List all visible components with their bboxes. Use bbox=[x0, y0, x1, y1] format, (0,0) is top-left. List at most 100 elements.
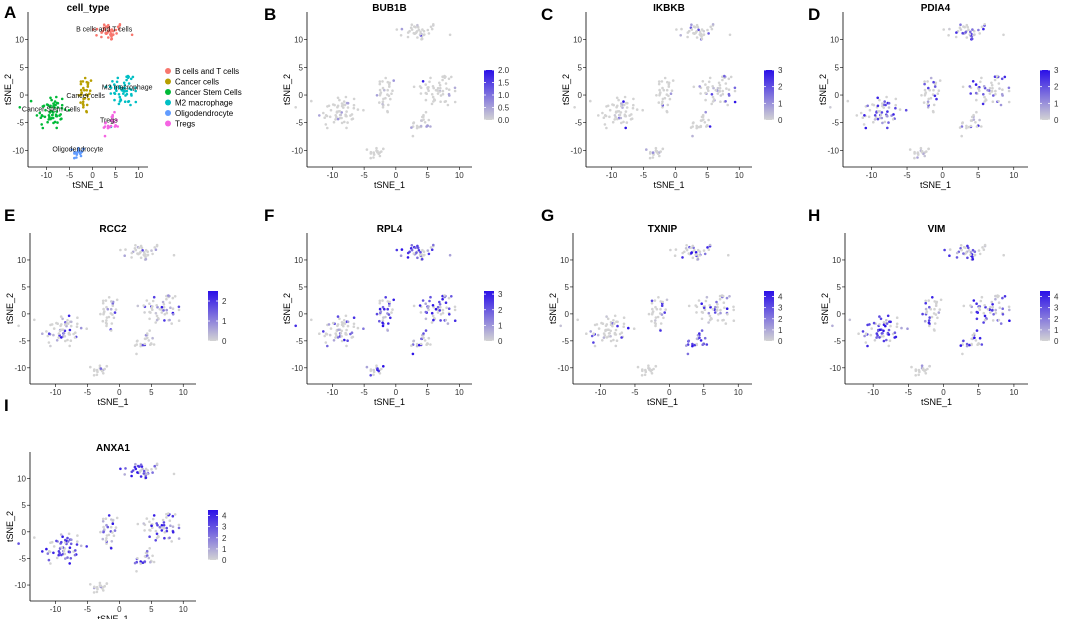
data-point bbox=[1001, 296, 1004, 300]
data-point bbox=[690, 28, 694, 31]
data-point bbox=[384, 96, 387, 100]
data-point bbox=[966, 25, 969, 29]
x-tick-label: -5 bbox=[84, 605, 92, 614]
data-point bbox=[369, 374, 373, 377]
data-point bbox=[352, 106, 356, 110]
y-tick-label: 0 bbox=[837, 310, 842, 319]
y-axis-label: tSNE_2 bbox=[282, 74, 292, 105]
data-point bbox=[78, 149, 81, 153]
data-point bbox=[153, 464, 156, 468]
data-point bbox=[155, 314, 159, 318]
data-point bbox=[155, 532, 159, 536]
data-point bbox=[453, 89, 457, 93]
data-point bbox=[379, 310, 383, 313]
data-point bbox=[663, 96, 667, 100]
data-point bbox=[324, 332, 328, 336]
data-point bbox=[695, 124, 698, 128]
data-point bbox=[74, 549, 77, 552]
y-tick-label: -5 bbox=[575, 119, 583, 128]
data-point bbox=[378, 372, 382, 375]
data-point bbox=[79, 326, 83, 330]
data-point bbox=[152, 343, 156, 346]
data-point bbox=[141, 467, 144, 471]
data-point bbox=[1003, 295, 1007, 298]
data-point bbox=[412, 339, 416, 343]
data-point bbox=[419, 30, 422, 34]
data-point bbox=[880, 335, 883, 338]
data-point bbox=[927, 319, 931, 322]
data-point bbox=[148, 302, 151, 306]
data-point bbox=[658, 154, 661, 158]
data-point bbox=[920, 149, 924, 153]
data-point bbox=[651, 307, 654, 311]
data-point bbox=[177, 526, 181, 530]
data-point bbox=[705, 295, 709, 299]
data-point bbox=[44, 108, 47, 112]
y-tick-label: 0 bbox=[299, 310, 304, 319]
data-point bbox=[725, 87, 728, 90]
data-point bbox=[602, 116, 606, 119]
data-point bbox=[966, 256, 969, 260]
data-point bbox=[612, 322, 616, 325]
x-tick-label: 10 bbox=[735, 171, 744, 180]
data-point bbox=[346, 320, 350, 324]
data-point bbox=[66, 536, 69, 540]
data-point bbox=[49, 104, 52, 108]
data-point bbox=[866, 104, 869, 108]
data-point bbox=[622, 100, 625, 103]
data-point bbox=[95, 27, 99, 31]
data-point bbox=[651, 156, 655, 159]
data-point bbox=[392, 79, 396, 82]
data-point bbox=[79, 154, 83, 158]
data-point bbox=[103, 28, 106, 31]
data-point bbox=[959, 23, 962, 27]
data-point bbox=[18, 106, 22, 109]
data-point bbox=[422, 254, 426, 257]
x-tick-label: -5 bbox=[84, 388, 92, 397]
data-point bbox=[417, 28, 421, 32]
points bbox=[294, 243, 457, 377]
y-tick-label: -10 bbox=[291, 364, 303, 373]
data-point bbox=[415, 251, 418, 254]
data-point bbox=[323, 334, 327, 338]
data-point bbox=[114, 526, 118, 529]
data-point bbox=[926, 367, 929, 371]
data-point bbox=[334, 114, 338, 117]
data-point bbox=[63, 108, 67, 111]
data-point bbox=[95, 590, 99, 594]
data-point bbox=[167, 512, 170, 515]
data-point bbox=[88, 92, 91, 95]
data-point bbox=[372, 156, 375, 159]
points bbox=[18, 23, 138, 160]
data-point bbox=[1001, 307, 1004, 311]
data-point bbox=[111, 304, 115, 308]
data-point bbox=[447, 77, 451, 81]
y-tick-label: 5 bbox=[835, 63, 840, 72]
data-point bbox=[954, 35, 958, 39]
y-tick-label: -5 bbox=[19, 337, 27, 346]
data-point bbox=[109, 124, 113, 128]
data-point bbox=[145, 517, 149, 520]
data-point bbox=[123, 90, 126, 93]
data-point bbox=[318, 332, 321, 336]
data-point bbox=[980, 295, 984, 299]
data-point bbox=[453, 308, 457, 312]
data-point bbox=[411, 352, 415, 356]
data-point bbox=[76, 534, 79, 537]
colorbar-tick-label: 1 bbox=[498, 321, 503, 330]
data-point bbox=[991, 303, 994, 306]
data-point bbox=[654, 365, 658, 368]
data-point bbox=[432, 318, 435, 322]
data-point bbox=[890, 114, 893, 117]
colorbar-tick-label: 2 bbox=[778, 315, 783, 324]
data-point bbox=[152, 560, 156, 564]
data-point bbox=[378, 307, 382, 311]
panel-title: RCC2 bbox=[99, 224, 127, 235]
data-point bbox=[861, 330, 865, 333]
data-point bbox=[432, 23, 435, 26]
data-point bbox=[711, 307, 715, 311]
data-point bbox=[73, 150, 76, 154]
data-point bbox=[675, 28, 678, 31]
data-point bbox=[622, 316, 626, 320]
